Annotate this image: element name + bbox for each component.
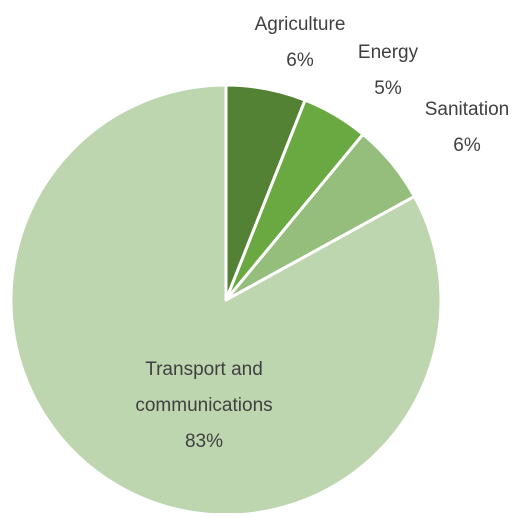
data-label-percent: 6% [286, 50, 314, 71]
data-label-energy: Energy 5% [358, 42, 419, 99]
data-label-percent: 6% [453, 135, 481, 156]
data-label-percent: 5% [374, 78, 402, 99]
data-label-transport-and-communications: Transport and communications 83% [135, 359, 272, 452]
data-label-agriculture: Agriculture 6% [255, 14, 346, 71]
data-label-category: Energy [358, 42, 419, 63]
data-label-category: Sanitation [425, 99, 510, 120]
data-label-percent: 83% [185, 431, 223, 452]
data-label-category: Agriculture [255, 14, 346, 35]
pie-slice-transport-and-communications [9, 83, 443, 517]
data-label-sanitation: Sanitation 6% [425, 99, 510, 156]
data-label-category: communications [135, 395, 272, 416]
data-label-category: Transport and [145, 359, 263, 380]
